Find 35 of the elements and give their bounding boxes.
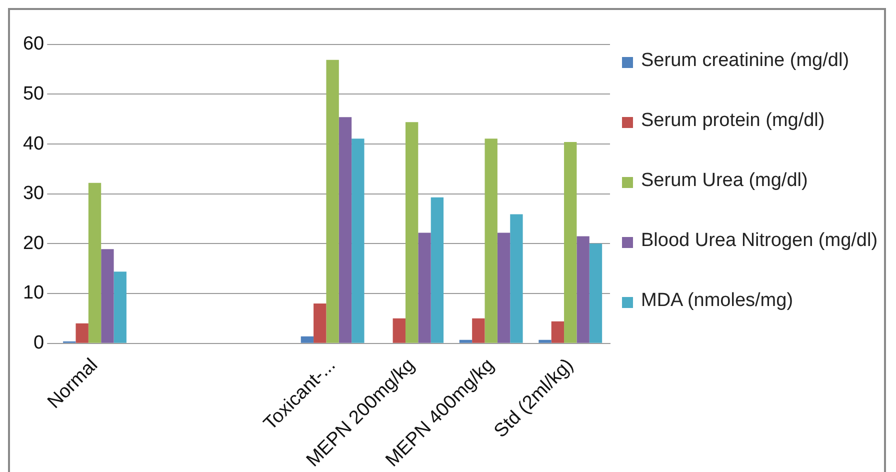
legend-label: MDA (nmoles/mg)	[641, 290, 794, 312]
bar	[418, 232, 431, 343]
bar	[538, 340, 552, 343]
bar	[76, 323, 88, 343]
bar	[300, 336, 314, 343]
bar	[551, 321, 564, 343]
legend-label: Blood Urea Nitrogen (mg/dl)	[641, 230, 878, 252]
bar	[430, 197, 444, 343]
bar	[314, 303, 326, 343]
bar	[88, 182, 102, 343]
legend-label: Serum protein (mg/dl)	[641, 110, 825, 132]
y-tick-label: 10	[22, 282, 44, 304]
bar	[472, 318, 485, 343]
y-tick-label: 60	[22, 34, 44, 55]
y-tick-label: 20	[22, 232, 44, 254]
y-tick-label: 50	[22, 83, 44, 104]
bar	[338, 117, 352, 343]
bar	[459, 340, 472, 343]
bar	[510, 214, 523, 343]
bar	[114, 272, 126, 343]
bar	[497, 232, 510, 343]
bar	[589, 244, 602, 343]
bar	[576, 236, 590, 343]
bar	[326, 60, 339, 343]
legend-label: Serum creatinine (mg/dl)	[641, 50, 850, 72]
bar	[101, 249, 114, 343]
y-tick-label: 0	[34, 332, 44, 354]
y-tick-label: 40	[22, 133, 44, 154]
bar	[352, 138, 364, 343]
bar	[405, 122, 418, 343]
y-tick-label: 30	[22, 183, 44, 204]
bar	[564, 142, 577, 343]
legend-label: Serum Urea (mg/dl)	[641, 170, 808, 192]
bar	[392, 318, 406, 343]
bar	[484, 138, 498, 343]
